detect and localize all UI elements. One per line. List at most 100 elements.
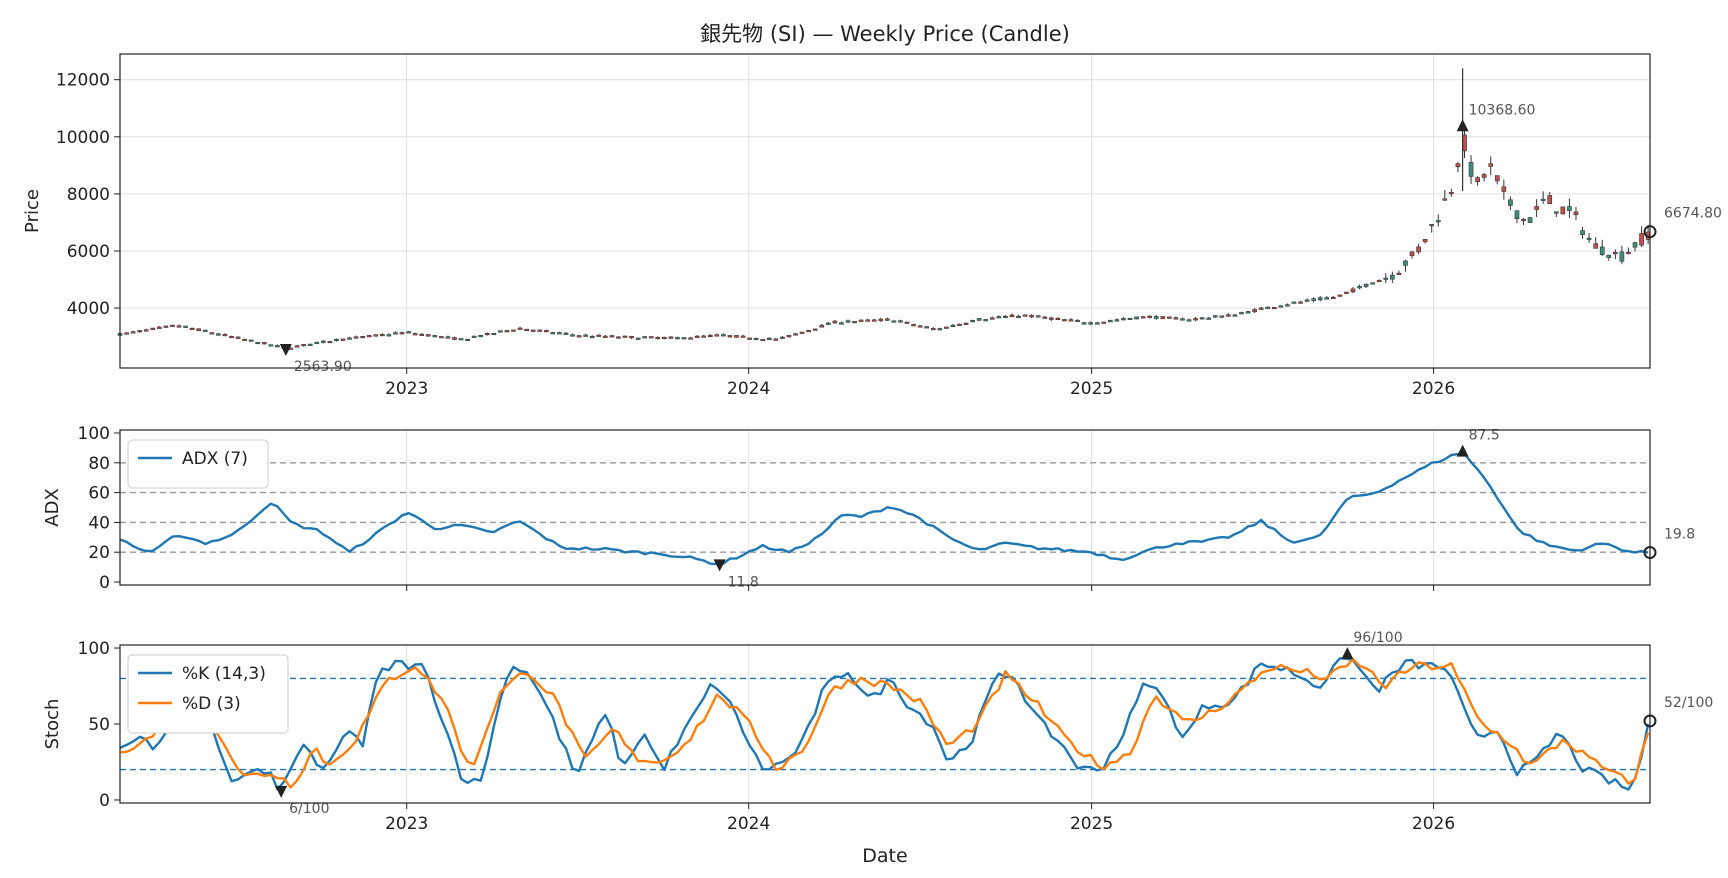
- y-tick-label: 60: [88, 484, 110, 504]
- x-tick-label: 2026: [1412, 814, 1455, 834]
- candle-body: [150, 327, 156, 330]
- max-marker: [1456, 119, 1469, 132]
- series-line: [119, 658, 1650, 789]
- candle-body: [537, 329, 543, 332]
- candle-body: [471, 335, 477, 338]
- candle-body: [543, 330, 549, 333]
- candle-body: [189, 327, 195, 330]
- candle-body: [668, 336, 674, 339]
- candle-body: [825, 322, 831, 325]
- candle-body: [478, 335, 484, 338]
- candle-body: [937, 328, 943, 331]
- candle-body: [629, 335, 634, 339]
- candle-body: [1468, 162, 1474, 177]
- candle-body: [1370, 282, 1375, 285]
- price-panel: 2023 2024 2025 2026 4000 6000 8000 10000 12000 Pr…: [22, 53, 1722, 399]
- candle-body: [1337, 294, 1343, 297]
- candle-body: [452, 337, 457, 340]
- candle-body: [1586, 237, 1592, 240]
- candle-body: [1239, 312, 1244, 315]
- candle-body: [1048, 317, 1054, 320]
- candle-body: [1567, 206, 1572, 211]
- candle-body: [1383, 277, 1389, 280]
- min-annotation: 2563.90: [294, 359, 352, 375]
- max-annotation: 87.5: [1469, 428, 1500, 444]
- candle-body: [1324, 297, 1330, 300]
- candle-body: [655, 337, 661, 340]
- candle-body: [504, 330, 510, 333]
- candle-body: [1481, 174, 1487, 178]
- candle-body: [334, 338, 339, 342]
- candle-body: [622, 335, 628, 338]
- candle-body: [1442, 198, 1448, 201]
- candle-body: [406, 331, 411, 334]
- candle-body: [143, 329, 149, 332]
- candle-body: [609, 335, 615, 338]
- candle-body: [1140, 316, 1146, 319]
- candle-body: [314, 341, 320, 344]
- max-annotation: 10368.60: [1469, 102, 1536, 118]
- y-tick-label: 8000: [67, 185, 110, 205]
- candle-body: [707, 334, 713, 338]
- candle-body: [793, 333, 798, 336]
- candle-body: [1357, 286, 1362, 289]
- candle-body: [1540, 198, 1546, 201]
- candle-body: [294, 345, 300, 348]
- candle-body: [1173, 317, 1179, 320]
- y-tick-label: 20: [88, 543, 110, 563]
- candle-body: [216, 333, 221, 336]
- y-tick-label: 40: [88, 513, 110, 533]
- candle-body: [1514, 210, 1520, 220]
- candle-body: [1521, 218, 1526, 222]
- candle-body: [1435, 220, 1441, 223]
- candle-body: [412, 333, 418, 336]
- candle-body: [1422, 239, 1428, 243]
- candle-body: [701, 335, 707, 338]
- candle-body: [1429, 224, 1435, 227]
- legend-box: [127, 439, 269, 489]
- candle-body: [458, 338, 464, 341]
- candle-body: [1055, 317, 1061, 321]
- candle-body: [1403, 260, 1408, 266]
- candle-body: [373, 334, 379, 337]
- candle-body: [1311, 298, 1316, 301]
- candle-body: [1121, 318, 1126, 321]
- candle-body: [714, 334, 720, 337]
- candle-body: [366, 335, 372, 338]
- candle-body: [222, 334, 228, 337]
- candle-body: [1232, 314, 1238, 317]
- y-tick-label: 0: [99, 573, 110, 593]
- candle-body: [1219, 315, 1225, 318]
- candle-body: [484, 333, 490, 336]
- candle-body: [603, 335, 608, 338]
- candle-body: [865, 319, 870, 322]
- y-tick-label: 10000: [56, 128, 110, 148]
- y-tick-label: 0: [99, 791, 110, 811]
- candle-body: [996, 316, 1002, 319]
- candle-body: [1534, 206, 1539, 210]
- candle-body: [157, 326, 162, 329]
- max-marker: [1341, 647, 1354, 660]
- candle-body: [944, 326, 949, 329]
- y-tick-label: 100: [78, 424, 110, 444]
- y-axis-label: Price: [22, 189, 43, 233]
- candle-body: [557, 332, 562, 335]
- candle-body: [721, 334, 726, 337]
- candle-body: [1278, 305, 1284, 308]
- candle-body: [1003, 315, 1008, 319]
- candle-body: [498, 330, 503, 333]
- candle-body: [1344, 291, 1349, 294]
- y-tick-label: 100: [78, 639, 110, 659]
- candle-body: [209, 332, 215, 335]
- candle-body: [1304, 299, 1310, 302]
- candle-body: [347, 337, 352, 340]
- min-marker: [713, 559, 726, 572]
- candle-body: [832, 320, 838, 324]
- legend: ADX (7): [127, 439, 269, 489]
- candle-body: [747, 337, 752, 340]
- y-tick-label: 6000: [67, 242, 110, 262]
- x-tick-label: 2025: [1070, 814, 1113, 834]
- candle-body: [1134, 316, 1139, 320]
- last-annotation: 6674.80: [1664, 206, 1722, 222]
